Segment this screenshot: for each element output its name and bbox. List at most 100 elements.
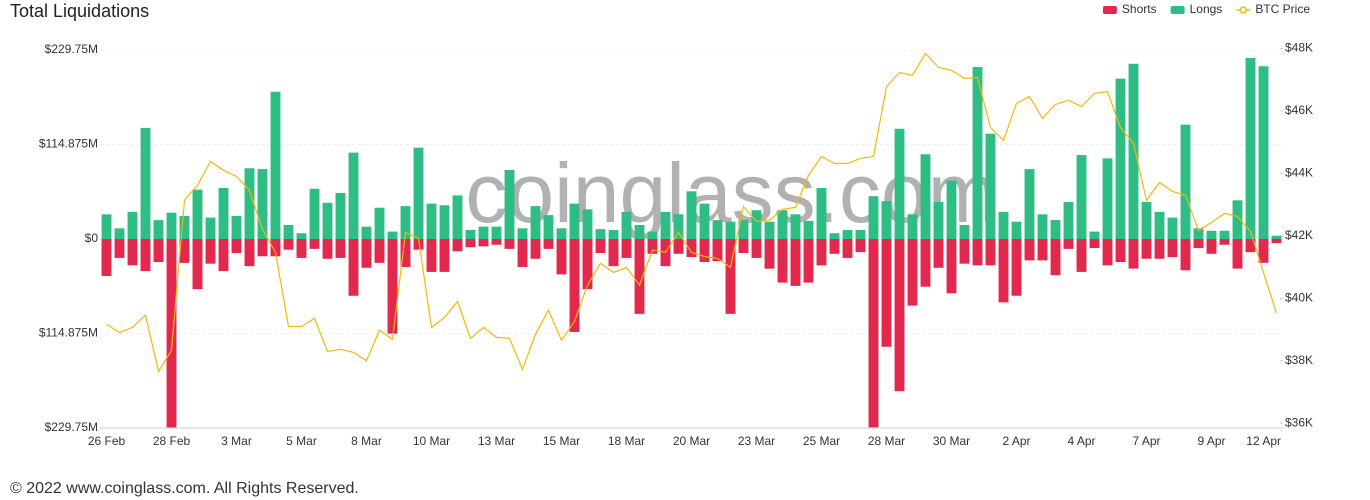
- x-tick-label: 7 Apr: [1132, 434, 1160, 448]
- bar: [582, 239, 593, 290]
- bar: [738, 220, 749, 239]
- bar: [907, 239, 918, 306]
- bar: [1154, 239, 1165, 259]
- x-tick-label: 28 Feb: [153, 434, 191, 448]
- bar: [881, 239, 892, 347]
- bar: [426, 203, 437, 239]
- bar: [361, 226, 372, 239]
- bar: [166, 239, 177, 428]
- bar: [387, 231, 398, 239]
- bar: [114, 239, 125, 258]
- bar: [621, 239, 632, 258]
- bar: [1037, 214, 1048, 239]
- bar: [829, 233, 840, 239]
- bar: [569, 203, 580, 239]
- bar: [465, 239, 476, 248]
- bar: [192, 239, 203, 290]
- y2-tick-label: $42K: [1285, 228, 1313, 242]
- x-tick-label: 3 Mar: [221, 434, 252, 448]
- bar: [231, 215, 242, 239]
- legend-dot: [1239, 6, 1248, 14]
- bar: [179, 215, 190, 239]
- bar: [829, 239, 840, 254]
- bar: [1258, 66, 1269, 239]
- bar: [998, 211, 1009, 239]
- bar: [1011, 239, 1022, 296]
- bar: [946, 239, 957, 294]
- bar: [725, 221, 736, 239]
- x-tick-label: 20 Mar: [673, 434, 710, 448]
- bar: [920, 154, 931, 239]
- bar: [985, 133, 996, 239]
- bar: [439, 239, 450, 272]
- x-tick-label: 4 Apr: [1067, 434, 1095, 448]
- bar: [218, 187, 229, 239]
- bar: [166, 212, 177, 239]
- bar: [1258, 239, 1269, 263]
- y2-tick-label: $36K: [1285, 415, 1313, 429]
- bar: [595, 229, 606, 239]
- bar: [257, 239, 268, 257]
- bar: [127, 211, 138, 239]
- bar: [1089, 231, 1100, 239]
- bar: [686, 191, 697, 239]
- bar: [270, 239, 281, 257]
- bar: [491, 226, 502, 239]
- bar: [1076, 155, 1087, 239]
- bar: [439, 205, 450, 239]
- bar: [1128, 63, 1139, 239]
- bar: [595, 239, 606, 253]
- legend-label: Shorts: [1122, 2, 1157, 16]
- bar: [127, 239, 138, 266]
- bar: [335, 239, 346, 258]
- bar: [517, 239, 528, 267]
- bar: [868, 196, 879, 239]
- bar: [1037, 239, 1048, 261]
- bar: [205, 217, 216, 239]
- bar: [478, 226, 489, 239]
- bar: [1193, 228, 1204, 239]
- x-tick-label: 12 Apr: [1246, 434, 1281, 448]
- footer: © 2022 www.coinglass.com. All Rights Res…: [10, 480, 359, 497]
- bar: [517, 228, 528, 239]
- bar: [647, 231, 658, 239]
- bar: [491, 239, 502, 245]
- bar: [1115, 78, 1126, 239]
- bar: [465, 229, 476, 239]
- bar: [842, 239, 853, 258]
- y-tick-label: $114.875M: [39, 326, 98, 340]
- legend-label: BTC Price: [1255, 2, 1310, 16]
- bar: [699, 239, 710, 263]
- bar: [673, 214, 684, 239]
- y2-tick-label: $48K: [1285, 41, 1313, 55]
- bar: [868, 239, 879, 428]
- bar: [985, 239, 996, 266]
- bar: [114, 228, 125, 239]
- legend-swatch: [1102, 6, 1117, 14]
- bar: [777, 210, 788, 239]
- bar: [933, 201, 944, 239]
- bar: [673, 239, 684, 254]
- bar: [946, 180, 957, 239]
- bar: [634, 239, 645, 314]
- bar: [322, 239, 333, 259]
- bar: [270, 91, 281, 239]
- bar: [1128, 239, 1139, 269]
- bar: [530, 239, 541, 259]
- bar: [153, 220, 164, 239]
- bar: [1141, 201, 1152, 239]
- bar: [374, 239, 385, 263]
- y-tick-label: $229.75M: [45, 42, 98, 56]
- bar: [608, 239, 619, 267]
- bar: [959, 239, 970, 264]
- bar: [231, 239, 242, 253]
- bar: [556, 228, 567, 239]
- y2-tick-label: $46K: [1285, 103, 1313, 117]
- bar: [1219, 239, 1230, 245]
- bar: [205, 239, 216, 264]
- legend: Shorts Longs BTC Price: [1102, 2, 1310, 16]
- bar: [244, 239, 255, 267]
- x-tick-label: 26 Feb: [88, 434, 126, 448]
- bar: [751, 210, 762, 239]
- y-tick-label: $114.875M: [39, 137, 98, 151]
